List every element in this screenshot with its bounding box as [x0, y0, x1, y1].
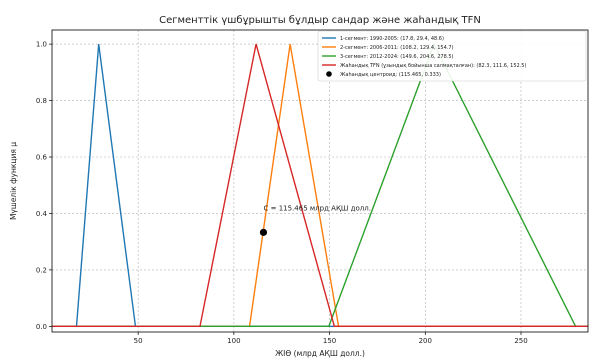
legend-label: Жаһандық центроид: (115.465, 0.333) — [340, 71, 441, 78]
x-tick-label: 100 — [227, 337, 240, 345]
series-line-4 — [52, 43, 588, 328]
y-tick-label: 0.0 — [36, 323, 47, 331]
chart-title: Сегменттік үшбұрышты бұлдыр сандар және … — [159, 14, 481, 26]
legend-label: 3-сегмент: 2012-2024: (149.6, 204.6, 278… — [340, 54, 454, 60]
y-tick-label: 0.8 — [36, 97, 47, 105]
legend-label: Жаһандық TFN (ұзындық бойынша салмақталғ… — [340, 62, 526, 69]
x-axis-label: ЖІӨ (млрд АҚШ долл.) — [275, 349, 365, 358]
centroid-point — [259, 228, 268, 236]
centroid-layer — [259, 228, 268, 236]
x-tick-label: 200 — [419, 337, 432, 345]
legend-swatch — [326, 71, 332, 77]
y-tick-label: 1.0 — [36, 41, 47, 49]
y-tick-label: 0.6 — [36, 154, 48, 162]
centroid-annotation: C = 115.465 млрд АҚШ долл. — [264, 205, 371, 213]
ticks: 50 100 150 200 250 0.0 0.2 0.4 0.6 0.8 1.0 — [36, 41, 528, 345]
legend-box — [317, 30, 587, 82]
x-tick-label: 150 — [323, 337, 336, 345]
plot-frame — [51, 29, 589, 333]
legend-label: 1-сегмент: 1990-2005: (17.8, 29.4, 48.6) — [340, 36, 444, 42]
legend-label: 2-сегмент: 2006-2011: (108.2, 129.4, 154… — [340, 45, 454, 51]
y-axis-label: Мүшелік функция μ — [9, 142, 18, 220]
y-tick-label: 0.4 — [36, 210, 48, 218]
x-tick-label: 250 — [514, 337, 527, 345]
x-tick-label: 50 — [134, 337, 143, 345]
y-tick-label: 0.2 — [36, 266, 47, 274]
legend: 1-сегмент: 1990-2005: (17.8, 29.4, 48.6)… — [317, 30, 587, 82]
